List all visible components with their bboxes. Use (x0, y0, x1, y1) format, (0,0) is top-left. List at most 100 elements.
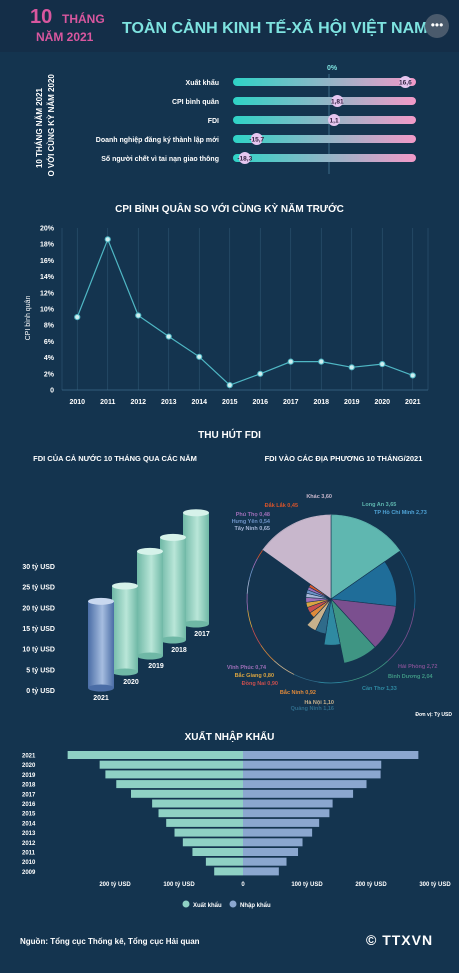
more-options-button[interactable]: ••• (425, 14, 449, 38)
export-bar (166, 818, 243, 827)
source-note: Nguồn: Tổng cục Thống kê, Tổng cục Hải q… (20, 937, 200, 946)
import-bar (243, 760, 382, 769)
import-bar (243, 818, 320, 827)
trade-year-label: 2018 (22, 783, 36, 789)
indicator-value: 16,6 (399, 80, 412, 87)
pie-outer-arc (387, 608, 415, 662)
trade-axis-tick: 200 tỷ USD (355, 882, 387, 888)
cpi-point (226, 382, 233, 389)
pie-label: Phú Thọ 0,48 (236, 512, 270, 518)
pie-unit-note: Đơn vị: Tỷ USD (415, 712, 452, 718)
indicator-chart: 10 THÁNG NĂM 2021 SO VỚI CÙNG KỲ NĂM 202… (35, 65, 416, 176)
trade-axis-tick: 0 (241, 882, 245, 888)
trade-title: XUẤT NHẬP KHẨU (184, 732, 275, 743)
export-bar (67, 751, 243, 759)
pie-outer-arc (251, 627, 262, 646)
ttxvn-logo: © TTXVN (366, 932, 434, 948)
trade-legend: Xuất khẩu Nhập khẩu (182, 900, 271, 909)
cpi-point (104, 236, 111, 243)
pie-label: Cần Thơ 1,33 (362, 686, 397, 692)
export-bar (152, 799, 243, 808)
cpi-xtick: 2019 (344, 399, 360, 406)
indicator-value: 1,81 (331, 99, 344, 106)
pie-outer-arc (262, 514, 332, 551)
cpi-point (409, 372, 416, 379)
trade-year-label: 2020 (22, 763, 36, 769)
fdi-year-label: 2019 (148, 663, 164, 670)
trade-year-label: 2009 (22, 870, 36, 876)
pie-outer-arc (247, 610, 253, 628)
pie-label: Hải Phòng 2,72 (398, 664, 437, 670)
cpi-xtick: 2021 (405, 399, 421, 406)
export-bar (158, 809, 243, 818)
trade-axis-tick: 100 tỷ USD (163, 882, 195, 888)
indicator-side-label-1: 10 THÁNG NĂM 2021 (35, 87, 44, 168)
legend-export-label: Xuất khẩu (193, 902, 222, 909)
pie-label: Quảng Ninh 1,16 (291, 706, 334, 712)
trade-axis-tick: 100 tỷ USD (291, 882, 323, 888)
cpi-xtick: 2020 (374, 399, 390, 406)
fdi-ytick: 15 tỷ USD (22, 626, 55, 633)
cpi-xtick: 2013 (161, 399, 177, 406)
cpi-xtick: 2012 (130, 399, 146, 406)
indicator-label: Số người chết vì tai nạn giao thông (101, 155, 219, 163)
indicator-marker (238, 152, 251, 164)
trade-axis-tick: 300 tỷ USD (419, 882, 451, 888)
indicator-bar (233, 135, 416, 143)
pie-label: Đồng Nai 0,90 (242, 681, 278, 687)
cpi-point (74, 314, 81, 321)
cpi-ytick: 6% (44, 339, 55, 346)
export-bar (116, 780, 243, 789)
import-bar (243, 770, 381, 779)
indicator-label: Doanh nghiệp đăng ký thành lập mới (96, 137, 219, 144)
pie-outer-arc (330, 514, 401, 552)
cpi-ytick: 14% (40, 274, 55, 281)
trade-year-label: 2014 (22, 821, 36, 827)
export-bar (182, 838, 243, 847)
year-label: NĂM 2021 (36, 30, 94, 44)
indicator-value: 1,1 (330, 118, 339, 125)
indicator-bar (233, 116, 416, 124)
cpi-ytick: 20% (40, 226, 55, 233)
pie-label: Hưng Yên 0,54 (232, 519, 271, 525)
pie-outer-arc (260, 644, 275, 662)
fdi-ytick: 20 tỷ USD (22, 605, 55, 612)
fdi-year-label: 2021 (93, 695, 109, 700)
export-bar (174, 828, 243, 837)
cpi-xtick: 2018 (313, 399, 329, 406)
pie-label: Long An 3,65 (362, 502, 396, 508)
indicator-marker (328, 114, 341, 126)
pie-slice (323, 598, 341, 646)
legend-import-label: Nhập khẩu (240, 902, 271, 909)
cpi-ytick: 4% (44, 355, 55, 362)
pie-label: Bắc Ninh 0,92 (280, 689, 316, 696)
cpi-ytick: 8% (44, 323, 55, 330)
legend-import-swatch (229, 900, 237, 908)
import-bar (243, 799, 333, 808)
cpi-point (348, 364, 355, 371)
pie-label: Bắc Giang 0,80 (235, 672, 274, 679)
indicator-label: Xuất khẩu (186, 79, 219, 87)
pie-outer-arc (252, 558, 258, 569)
fdi-title: THU HÚT FDI (198, 430, 261, 441)
fdi-ytick: 10 tỷ USD (22, 647, 55, 654)
fdi-cylinder: 2017 (183, 509, 210, 638)
export-bar (192, 848, 243, 856)
fdi-ytick: 0 tỷ USD (26, 688, 55, 695)
indicator-bar (233, 78, 416, 86)
cpi-point (196, 353, 203, 360)
trade-axis-tick: 200 tỷ USD (99, 882, 131, 888)
pie-label: Hà Nội 1,10 (304, 700, 334, 706)
cpi-ytick: 0 (50, 388, 54, 395)
pie-label: TP Hồ Chí Minh 2,73 (374, 510, 427, 516)
export-bar (131, 789, 243, 798)
trade-year-label: 2016 (22, 802, 36, 808)
cpi-xtick: 2014 (191, 399, 207, 406)
cpi-point (287, 358, 294, 365)
pie-label: Vĩnh Phúc 0,74 (227, 665, 267, 671)
import-bar (243, 848, 299, 856)
pie-label: Đắk Lắk 0,45 (265, 502, 298, 509)
cpi-ytick: 12% (40, 290, 55, 297)
export-bar (99, 760, 243, 769)
cpi-line-chart: CPI bình quân 20% 18% 16% 14% 12% 10% 8% 6% 4% 2%… (25, 226, 429, 406)
